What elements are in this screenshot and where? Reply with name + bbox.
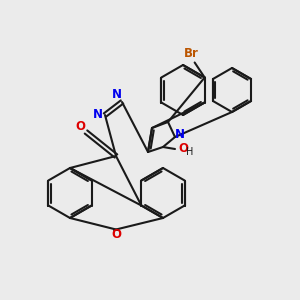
Text: O: O — [75, 121, 85, 134]
Text: H: H — [186, 147, 194, 157]
Text: Br: Br — [184, 47, 199, 60]
Text: O: O — [111, 229, 121, 242]
Text: N: N — [93, 107, 103, 121]
Text: N: N — [175, 128, 185, 142]
Text: N: N — [112, 88, 122, 100]
Text: O: O — [178, 142, 188, 155]
